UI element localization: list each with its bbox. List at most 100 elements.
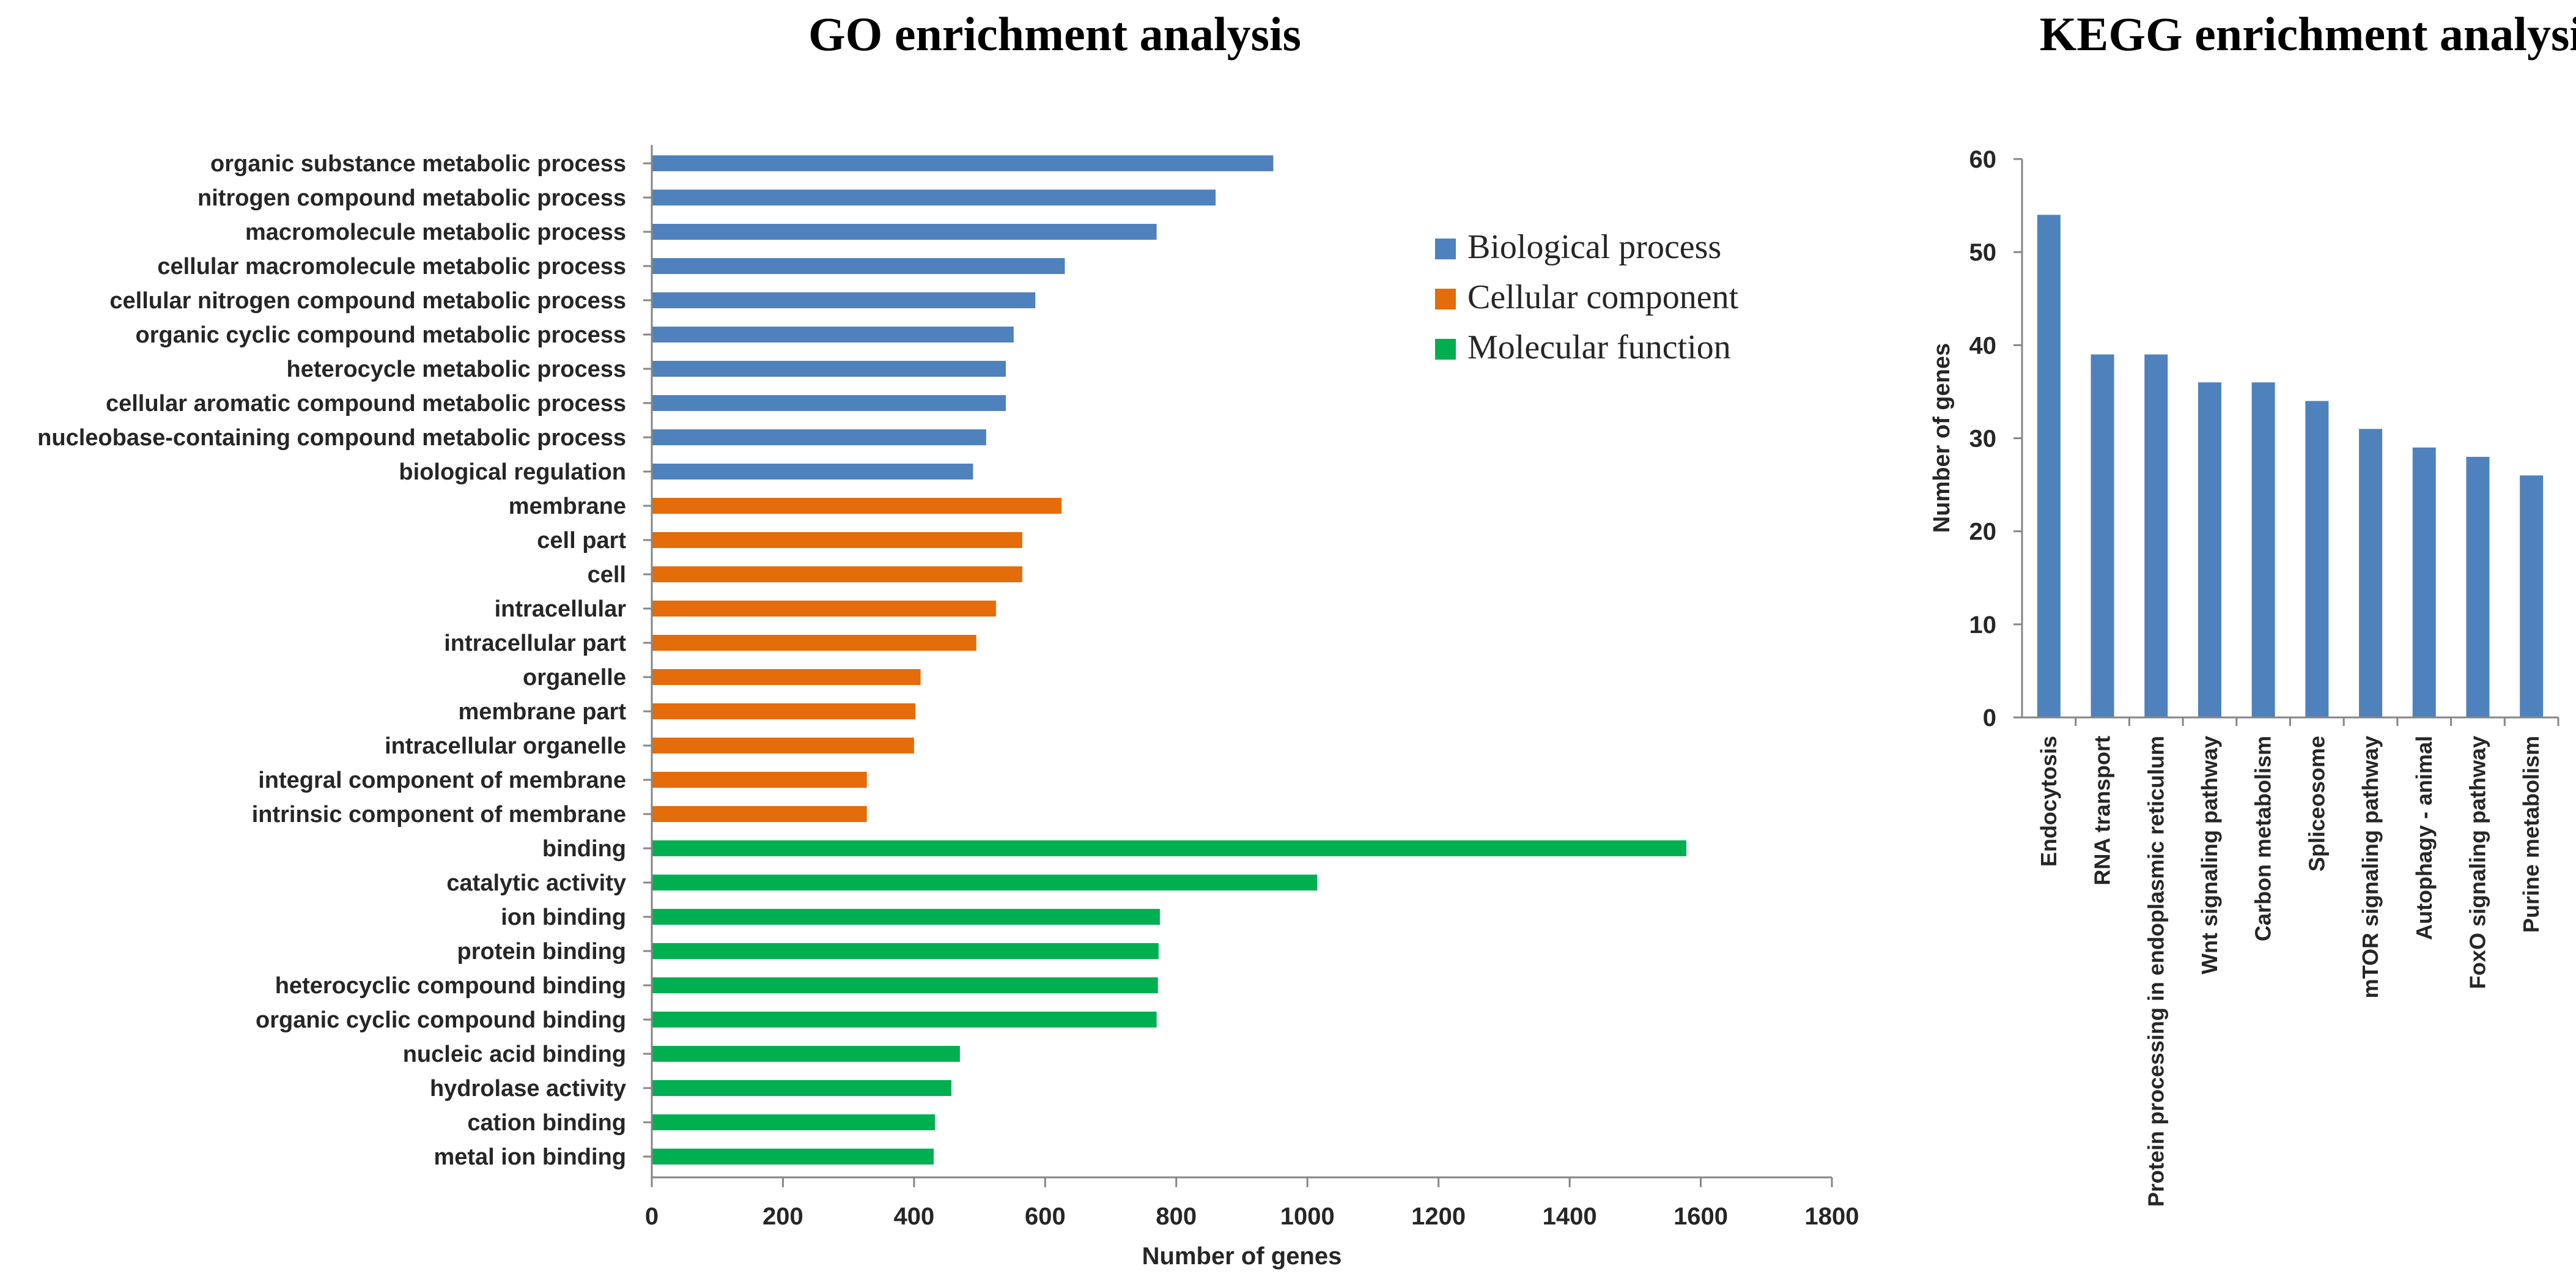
kegg-category-label: Carbon metabolism xyxy=(2251,736,2276,941)
kegg-y-tick-label: 20 xyxy=(1969,519,1997,546)
go-category-label: cellular macromolecule metabolic process xyxy=(157,254,626,280)
kegg-chart-title: KEGG enrichment analysis xyxy=(2040,7,2576,61)
kegg-bar xyxy=(2144,354,2168,717)
go-bar xyxy=(652,909,1160,925)
kegg-bar xyxy=(2412,447,2436,717)
kegg-bar xyxy=(2091,354,2114,717)
kegg-bar xyxy=(2520,475,2544,717)
go-category-labels: organic substance metabolic process nitro… xyxy=(37,151,652,1170)
go-category-label: membrane part xyxy=(458,699,626,725)
go-bar xyxy=(652,190,1216,206)
kegg-category-labels: Endocytosis RNA transport Protein processi… xyxy=(2036,717,2559,1207)
go-bar xyxy=(652,1012,1157,1028)
go-bar xyxy=(652,601,996,617)
go-category-label: protein binding xyxy=(457,939,626,965)
go-bar xyxy=(652,840,1686,856)
go-category-label: nitrogen compound metabolic process xyxy=(197,185,626,211)
go-x-tick-label: 400 xyxy=(894,1203,935,1230)
go-category-label: organic substance metabolic process xyxy=(210,151,626,177)
go-category-label: cellular nitrogen compound metabolic pro… xyxy=(109,288,626,314)
go-legend: Biological process Cellular component Mole… xyxy=(1435,228,1739,366)
go-bar xyxy=(652,327,1014,343)
kegg-y-tick-label: 60 xyxy=(1969,146,1997,173)
go-bar xyxy=(652,464,973,480)
go-bar xyxy=(652,532,1022,548)
go-x-axis-title: Number of genes xyxy=(1142,1243,1342,1270)
kegg-bar xyxy=(2305,401,2329,717)
go-category-label: biological regulation xyxy=(399,459,626,485)
go-bar xyxy=(652,155,1274,171)
go-bars xyxy=(652,155,1686,1165)
go-bar xyxy=(652,703,916,719)
go-bar xyxy=(652,1149,934,1165)
legend-label: Biological process xyxy=(1467,228,1721,266)
go-bar xyxy=(652,498,1062,514)
go-bar xyxy=(652,977,1158,993)
go-x-tick-label: 1200 xyxy=(1411,1203,1466,1230)
go-bar xyxy=(652,738,914,754)
go-category-label: metal ion binding xyxy=(434,1144,626,1170)
go-category-label: catalytic activity xyxy=(446,870,626,896)
go-bar xyxy=(652,224,1157,240)
go-category-label: heterocycle metabolic process xyxy=(287,357,626,382)
legend-label: Cellular component xyxy=(1467,278,1739,316)
legend-swatch xyxy=(1435,239,1456,259)
legend-label: Molecular function xyxy=(1467,328,1731,366)
kegg-y-ticks: 0 10 20 30 40 50 60 xyxy=(1969,146,2022,731)
go-category-label: intrinsic component of membrane xyxy=(252,802,626,828)
kegg-bar xyxy=(2466,456,2490,717)
go-category-label: ion binding xyxy=(501,905,626,930)
kegg-category-label: Autophagy - animal xyxy=(2412,736,2437,940)
kegg-category-label: Wnt signaling pathway xyxy=(2197,736,2222,974)
go-bar xyxy=(652,875,1318,891)
go-x-ticks: 0 200 400 600 800 1000 1200 1400 1600 1800 xyxy=(645,1177,1859,1230)
kegg-chart: KEGG enrichment analysis 0 10 20 30 40 50 60 E… xyxy=(1929,7,2576,1207)
go-category-label: binding xyxy=(542,836,626,862)
go-bar xyxy=(652,566,1022,582)
kegg-y-tick-label: 10 xyxy=(1969,612,1997,639)
kegg-category-label: RNA transport xyxy=(2090,736,2115,886)
go-category-label: intracellular xyxy=(495,596,627,622)
go-category-label: membrane xyxy=(509,494,626,519)
go-bar xyxy=(652,1046,960,1062)
go-x-tick-label: 800 xyxy=(1156,1203,1197,1230)
go-x-tick-label: 600 xyxy=(1025,1203,1066,1230)
go-bar xyxy=(652,806,867,822)
go-category-label: organic cyclic compound binding xyxy=(256,1007,626,1033)
kegg-bar xyxy=(2251,382,2275,717)
go-category-label: macromolecule metabolic process xyxy=(245,220,626,245)
go-category-label: cellular aromatic compound metabolic pro… xyxy=(106,391,626,417)
go-bar xyxy=(652,395,1006,411)
go-category-label: integral component of membrane xyxy=(258,768,626,793)
go-x-tick-label: 1600 xyxy=(1674,1203,1728,1230)
go-bar xyxy=(652,772,867,788)
go-category-label: cell xyxy=(588,562,626,588)
kegg-y-tick-label: 40 xyxy=(1969,332,1997,359)
go-category-label: organic cyclic compound metabolic proces… xyxy=(136,322,626,348)
go-x-tick-label: 1400 xyxy=(1543,1203,1597,1230)
go-category-label: cation binding xyxy=(467,1110,626,1136)
legend-swatch xyxy=(1435,289,1456,309)
kegg-y-tick-label: 30 xyxy=(1969,426,1997,453)
kegg-y-tick-label: 50 xyxy=(1969,239,1997,266)
go-chart: GO enrichment analysis organic substance… xyxy=(37,7,1859,1270)
go-x-tick-label: 0 xyxy=(645,1203,659,1230)
go-x-tick-label: 1800 xyxy=(1805,1203,1859,1230)
go-bar xyxy=(652,1114,936,1130)
legend-swatch xyxy=(1435,339,1456,360)
kegg-category-label: FoxO signaling pathway xyxy=(2465,736,2490,989)
go-bar xyxy=(652,669,921,685)
kegg-bar xyxy=(2359,429,2383,717)
go-chart-title: GO enrichment analysis xyxy=(808,7,1301,61)
go-x-tick-label: 1000 xyxy=(1280,1203,1335,1230)
go-category-label: nucleobase-containing compound metabolic… xyxy=(37,425,626,451)
go-category-label: intracellular part xyxy=(444,631,626,656)
go-bar xyxy=(652,943,1159,959)
kegg-bar xyxy=(2198,382,2221,717)
go-category-label: heterocyclic compound binding xyxy=(275,973,626,999)
kegg-category-label: Purine metabolism xyxy=(2519,736,2544,933)
kegg-bar xyxy=(2037,215,2061,717)
go-bar xyxy=(652,258,1065,274)
go-bar xyxy=(652,1080,952,1096)
